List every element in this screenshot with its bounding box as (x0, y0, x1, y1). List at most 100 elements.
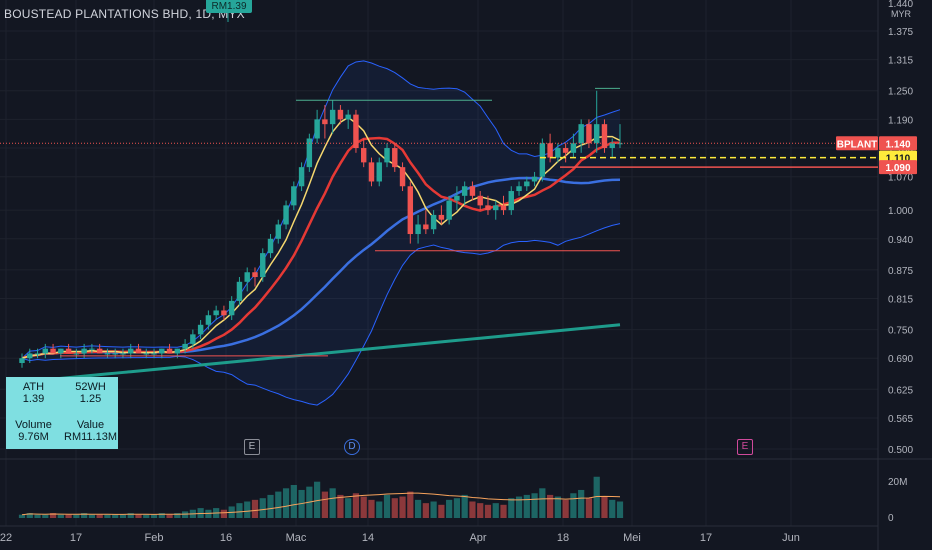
candle[interactable] (593, 90, 600, 153)
candle[interactable] (508, 186, 514, 215)
candle[interactable] (477, 191, 483, 211)
candle[interactable] (27, 348, 33, 364)
candle[interactable] (159, 348, 165, 359)
candle[interactable] (42, 343, 49, 359)
candle[interactable] (562, 143, 569, 163)
candles[interactable] (19, 90, 623, 368)
candle[interactable] (539, 138, 546, 182)
candle[interactable] (221, 305, 227, 321)
candle-body (182, 343, 188, 349)
volume-bar (49, 513, 57, 518)
candle[interactable] (306, 133, 313, 172)
price-tick-label: 1.000 (888, 206, 913, 217)
candle[interactable] (275, 219, 282, 244)
candle[interactable] (314, 109, 320, 144)
candle[interactable] (260, 248, 266, 282)
candle[interactable] (120, 348, 126, 359)
candle[interactable] (267, 234, 274, 258)
candle[interactable] (298, 162, 305, 192)
candle[interactable] (345, 109, 351, 129)
candle[interactable] (485, 195, 491, 215)
candle[interactable] (617, 124, 623, 149)
candle[interactable] (182, 339, 188, 354)
candle[interactable] (228, 296, 235, 321)
candle[interactable] (104, 348, 111, 359)
candle[interactable] (601, 119, 608, 153)
candle[interactable] (376, 157, 382, 187)
candle[interactable] (244, 267, 250, 292)
candle[interactable] (50, 343, 56, 354)
volume-bar (578, 489, 585, 518)
candle-body (236, 281, 243, 301)
candle[interactable] (430, 210, 437, 235)
volume-bar (158, 513, 165, 518)
candle-body (283, 205, 289, 225)
candle[interactable] (500, 195, 507, 215)
candle[interactable] (329, 100, 336, 134)
candle[interactable] (197, 320, 204, 340)
candle[interactable] (609, 138, 615, 158)
candle[interactable] (151, 348, 157, 359)
candle-body (213, 310, 219, 316)
candle[interactable] (213, 305, 219, 321)
candle[interactable] (578, 119, 584, 153)
candle[interactable] (415, 214, 421, 244)
candle[interactable] (337, 105, 344, 125)
candle[interactable] (392, 143, 398, 172)
candle[interactable] (399, 162, 406, 192)
candle-body (314, 119, 320, 139)
candle-body (96, 348, 103, 354)
candle[interactable] (446, 195, 452, 225)
candle[interactable] (19, 353, 25, 368)
candle[interactable] (438, 205, 445, 225)
lower-band (21, 223, 621, 406)
candle[interactable] (469, 181, 476, 201)
candle[interactable] (166, 343, 173, 354)
candle[interactable] (112, 348, 118, 359)
candle[interactable] (174, 348, 181, 359)
candle[interactable] (190, 329, 196, 349)
candle[interactable] (283, 200, 289, 230)
candle[interactable] (322, 105, 328, 139)
candle[interactable] (291, 181, 297, 211)
candle[interactable] (135, 343, 142, 354)
candle[interactable] (368, 157, 375, 187)
candle[interactable] (384, 143, 390, 168)
candle[interactable] (58, 348, 64, 359)
time-tick-label: 16 (220, 532, 232, 544)
ma-fast-line (21, 116, 621, 359)
candle[interactable] (407, 181, 414, 244)
candle[interactable] (516, 181, 522, 196)
candle[interactable] (252, 267, 258, 287)
candle[interactable] (96, 343, 103, 354)
candle[interactable] (73, 348, 80, 359)
candle[interactable] (423, 210, 429, 235)
volume-bar (88, 514, 96, 518)
candle[interactable] (570, 133, 577, 158)
candle[interactable] (555, 143, 561, 163)
candle[interactable] (34, 348, 41, 359)
candle[interactable] (454, 186, 460, 211)
candle-body (485, 205, 491, 211)
volume-bar (446, 499, 453, 518)
candle[interactable] (531, 171, 538, 187)
upcoming-earnings-event-icon[interactable]: E (737, 439, 753, 455)
candle-body (128, 348, 134, 354)
price-tick-top: 1.440 (888, 0, 913, 10)
candle[interactable] (461, 181, 468, 206)
candle[interactable] (236, 277, 243, 306)
candle-body (469, 186, 476, 196)
candle[interactable] (65, 343, 72, 354)
candle-body (353, 114, 359, 149)
candle[interactable] (143, 348, 149, 359)
volume-bar (26, 513, 33, 518)
candle[interactable] (524, 176, 530, 192)
candle[interactable] (205, 310, 212, 330)
candle[interactable] (89, 343, 95, 354)
candle[interactable] (353, 109, 359, 153)
volume-bar (18, 514, 26, 518)
candle[interactable] (493, 200, 499, 220)
dividend-event-icon[interactable]: D (344, 439, 360, 455)
earnings-event-icon[interactable]: E (244, 439, 260, 455)
